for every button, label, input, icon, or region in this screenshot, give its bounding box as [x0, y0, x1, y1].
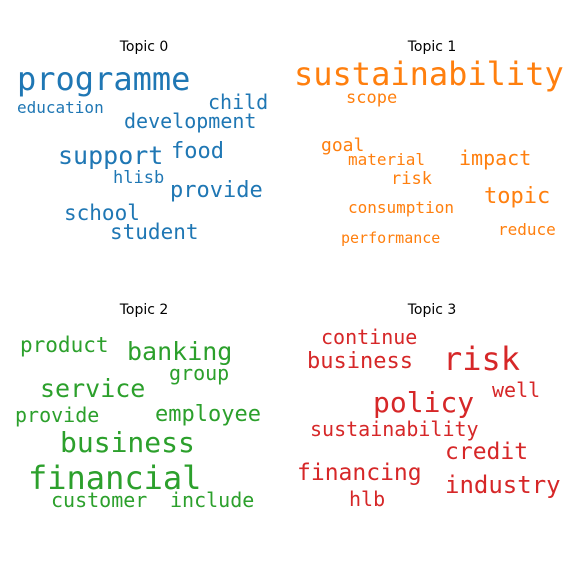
word-business: business	[60, 426, 195, 459]
word-industry: industry	[445, 471, 561, 499]
word-school: school	[64, 201, 140, 225]
topic-2-wordcloud: Topic 2 product banking group service pr…	[0, 263, 288, 551]
word-business: business	[307, 349, 413, 374]
topic-0-wordcloud: Topic 0 programme education child develo…	[0, 0, 288, 288]
word-performance: performance	[341, 229, 441, 247]
word-material: material	[348, 150, 426, 169]
word-customer: customer	[51, 488, 148, 512]
topic-1-title: Topic 1	[407, 39, 457, 55]
word-group: group	[169, 361, 230, 385]
word-provide: provide	[170, 178, 263, 203]
topic-1-wordcloud: Topic 1 sustainability scope goal materi…	[288, 0, 576, 288]
word-goal: goal	[321, 135, 365, 156]
word-provide: provide	[15, 403, 100, 427]
topic-3-title: Topic 3	[407, 302, 457, 318]
topic-3-wordcloud: Topic 3 continue business risk well poli…	[288, 263, 576, 551]
word-employee: employee	[155, 402, 261, 427]
word-sustainability: sustainability	[294, 55, 564, 93]
word-well: well	[492, 378, 541, 402]
word-support: support	[58, 141, 164, 170]
word-service: service	[40, 374, 146, 403]
topic-0-title: Topic 0	[119, 39, 169, 55]
word-financing: financing	[297, 460, 422, 486]
word-risk: risk	[391, 169, 432, 189]
word-student: student	[110, 220, 199, 244]
word-consumption: consumption	[348, 198, 454, 217]
word-hlb: hlb	[349, 487, 386, 511]
word-scope: scope	[346, 88, 398, 108]
word-include: include	[170, 488, 255, 512]
word-reduce: reduce	[498, 220, 556, 239]
word-risk: risk	[443, 340, 521, 378]
word-topic: topic	[484, 184, 551, 209]
word-policy: policy	[373, 386, 475, 419]
word-sustainability: sustainability	[310, 417, 479, 441]
word-child: child	[208, 90, 269, 114]
word-education: education	[17, 98, 104, 117]
word-product: product	[20, 333, 109, 357]
word-credit: credit	[445, 439, 529, 465]
word-impact: impact	[459, 146, 532, 170]
word-continue: continue	[321, 325, 418, 349]
word-hlisb: hlisb	[113, 168, 165, 188]
word-banking: banking	[127, 337, 233, 366]
word-development: development	[124, 109, 257, 133]
word-food: food	[171, 139, 224, 164]
topic-2-title: Topic 2	[119, 302, 169, 318]
word-financial: financial	[28, 459, 202, 497]
word-programme: programme	[17, 60, 191, 98]
